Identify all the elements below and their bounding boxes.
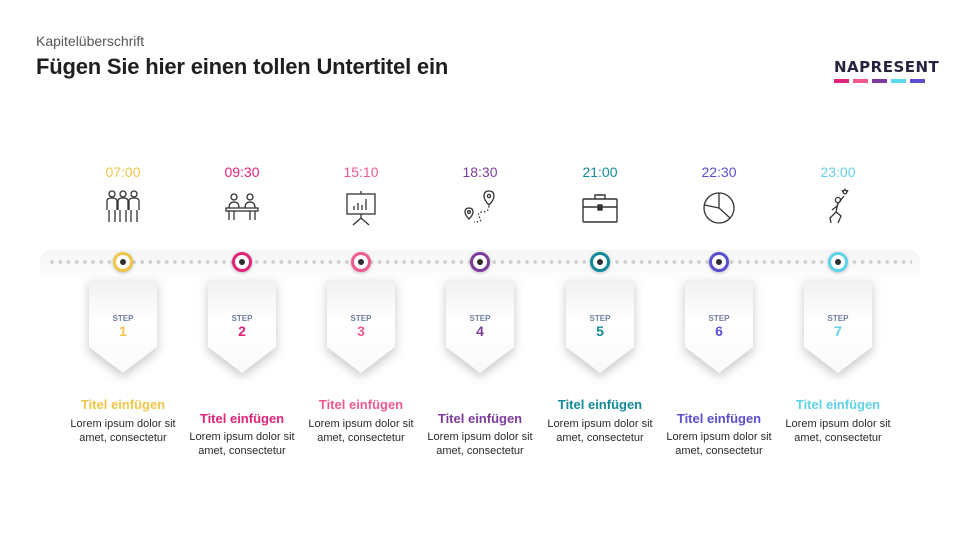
step-title: Titel einfügen	[795, 397, 881, 412]
pie-chart-icon	[699, 188, 739, 228]
step-label: STEP	[112, 314, 134, 323]
step-number: 5	[596, 323, 604, 339]
route-map-icon	[460, 188, 500, 228]
logo-bar-2	[853, 79, 868, 83]
step-description-line-1: Lorem ipsum dolor sit	[547, 418, 653, 430]
step-description-line-1: Lorem ipsum dolor sit	[427, 431, 533, 443]
step-description-line-2: amet, consectetur	[556, 432, 644, 444]
step-description: Lorem ipsum dolor sit amet, consectetur	[417, 430, 543, 458]
slide-title: Fügen Sie hier einen tollen Untertitel e…	[36, 54, 449, 79]
step-title: Titel einfügen	[557, 397, 643, 412]
step-number: 3	[357, 323, 365, 339]
step-label: STEP	[827, 314, 849, 323]
step-tag	[208, 280, 276, 373]
step-marker	[113, 252, 133, 272]
step-tag	[566, 280, 634, 373]
step-marker	[351, 252, 371, 272]
logo-bar-5	[910, 79, 925, 83]
step-label: STEP	[589, 314, 611, 323]
step-description-line-2: amet, consectetur	[79, 432, 167, 444]
step-number: 2	[238, 323, 246, 339]
step-tag	[685, 280, 753, 373]
step-description-line-2: amet, consectetur	[675, 445, 763, 457]
step-number: 6	[715, 323, 723, 339]
brand-logo: NAPRESENT	[834, 58, 940, 83]
step-description-line-2: amet, consectetur	[317, 432, 405, 444]
step-description: Lorem ipsum dolor sit amet, consectetur	[298, 417, 424, 445]
step-marker	[590, 252, 610, 272]
climber-icon	[818, 188, 858, 228]
step-number: 1	[119, 323, 127, 339]
meeting-desk-icon	[222, 188, 262, 228]
step-description: Lorem ipsum dolor sit amet, consectetur	[60, 417, 186, 445]
step-time: 21:00	[582, 164, 618, 180]
logo-color-bars	[834, 79, 926, 83]
step-time: 07:00	[105, 164, 141, 180]
step-number: 7	[834, 323, 842, 339]
step-description-line-1: Lorem ipsum dolor sit	[308, 418, 414, 430]
step-label: STEP	[708, 314, 730, 323]
people-icon	[103, 188, 143, 228]
logo-bar-4	[891, 79, 906, 83]
step-title: Titel einfügen	[437, 411, 523, 426]
step-description-line-1: Lorem ipsum dolor sit	[70, 418, 176, 430]
step-description: Lorem ipsum dolor sit amet, consectetur	[537, 417, 663, 445]
step-number: 4	[476, 323, 484, 339]
step-tag	[327, 280, 395, 373]
logo-text: NAPRESENT	[834, 58, 940, 76]
step-title: Titel einfügen	[676, 411, 762, 426]
step-tag	[89, 280, 157, 373]
step-description-line-2: amet, consectetur	[198, 445, 286, 457]
logo-bar-1	[834, 79, 849, 83]
step-description: Lorem ipsum dolor sit amet, consectetur	[775, 417, 901, 445]
step-time: 15:10	[343, 164, 379, 180]
step-description: Lorem ipsum dolor sit amet, consectetur	[179, 430, 305, 458]
step-description-line-2: amet, consectetur	[436, 445, 524, 457]
step-description: Lorem ipsum dolor sit amet, consectetur	[656, 430, 782, 458]
step-description-line-1: Lorem ipsum dolor sit	[189, 431, 295, 443]
step-time: 18:30	[462, 164, 498, 180]
step-label: STEP	[469, 314, 491, 323]
step-marker	[709, 252, 729, 272]
step-time: 22:30	[701, 164, 737, 180]
step-label: STEP	[350, 314, 372, 323]
step-description-line-1: Lorem ipsum dolor sit	[666, 431, 772, 443]
step-title: Titel einfügen	[199, 411, 285, 426]
step-description-line-2: amet, consectetur	[794, 432, 882, 444]
step-marker	[470, 252, 490, 272]
step-title: Titel einfügen	[318, 397, 404, 412]
logo-bar-3	[872, 79, 887, 83]
step-marker	[828, 252, 848, 272]
step-time: 23:00	[820, 164, 856, 180]
step-time: 09:30	[224, 164, 260, 180]
step-description-line-1: Lorem ipsum dolor sit	[785, 418, 891, 430]
briefcase-icon	[580, 188, 620, 228]
step-tag	[446, 280, 514, 373]
presentation-board-icon	[341, 188, 381, 228]
step-marker	[232, 252, 252, 272]
step-label: STEP	[231, 314, 253, 323]
step-title: Titel einfügen	[80, 397, 166, 412]
chapter-kicker: Kapitelüberschrift	[36, 33, 145, 49]
step-tag	[804, 280, 872, 373]
